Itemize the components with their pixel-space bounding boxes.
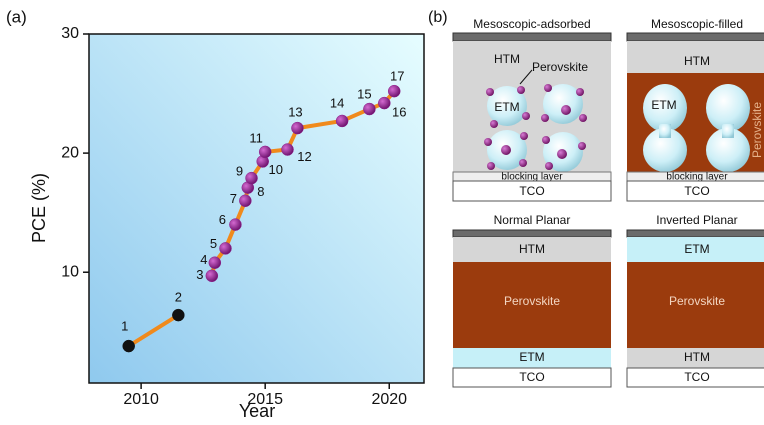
point-label: 12: [297, 149, 311, 164]
data-point: [123, 340, 135, 352]
point-label: 2: [175, 290, 182, 305]
panel-label: (a): [6, 7, 27, 26]
layer-label: Perovskite: [669, 294, 725, 308]
layer-label: ETM: [684, 242, 709, 256]
layer-label: HTM: [494, 52, 520, 66]
point-label: 17: [390, 69, 404, 84]
layer-label: TCO: [684, 370, 709, 384]
data-point: [282, 144, 294, 156]
x-tick-label: 2010: [123, 391, 159, 408]
data-point: [239, 195, 251, 207]
panel-title: Normal Planar: [494, 213, 571, 227]
data-point: [219, 242, 231, 254]
panel-title: Mesoscopic-adsorbed: [473, 17, 590, 31]
figure: (a) Year PCE (%) (b) Mesoscopic-adsorbed…: [0, 0, 764, 425]
layer-label: HTM: [519, 242, 545, 256]
layer-label: ETM: [519, 350, 544, 364]
point-label: 4: [200, 252, 207, 267]
y-tick-label: 10: [61, 263, 79, 280]
point-label: 5: [210, 236, 217, 251]
layer-label: TCO: [519, 184, 544, 198]
y-axis-label: PCE (%): [29, 173, 49, 243]
point-label: 3: [196, 267, 203, 282]
data-point: [378, 97, 390, 109]
data-point: [206, 270, 218, 282]
layer-label: Perovskite: [532, 60, 588, 74]
point-label: 15: [357, 86, 371, 101]
point-label: 10: [268, 162, 282, 177]
panel-title: Mesoscopic-filled: [651, 17, 743, 31]
data-point: [209, 257, 221, 269]
data-point: [291, 122, 303, 134]
point-label: 6: [219, 212, 226, 227]
point-label: 11: [249, 130, 263, 145]
electrode: [627, 33, 764, 41]
layer-label: Perovskite: [504, 294, 560, 308]
layer-label: TCO: [684, 184, 709, 198]
plot-area: [89, 34, 424, 383]
data-point: [388, 85, 400, 97]
point-label: 8: [257, 184, 264, 199]
panel-b: (b) Mesoscopic-adsorbed HTM Perovskite E…: [428, 9, 764, 387]
x-tick-label: 2020: [371, 391, 407, 408]
electrode: [453, 230, 611, 237]
point-label: 14: [330, 95, 344, 110]
y-tick-label: 30: [61, 25, 79, 42]
panel-title: Inverted Planar: [656, 213, 737, 227]
point-label: 16: [392, 105, 406, 120]
x-tick-label: 2015: [247, 391, 283, 408]
layer-label: ETM: [651, 98, 676, 112]
layer-label: HTM: [684, 54, 710, 68]
electrode: [453, 33, 611, 41]
layer-label: HTM: [684, 350, 710, 364]
point-label: 7: [230, 191, 237, 206]
y-tick-label: 20: [61, 144, 79, 161]
data-point: [172, 309, 184, 321]
data-point: [229, 219, 241, 231]
panel-label: (b): [428, 9, 448, 26]
layer-label: Perovskite: [750, 102, 764, 158]
layer-label: ETM: [494, 100, 519, 114]
data-point: [363, 103, 375, 115]
point-label: 1: [121, 319, 128, 334]
electrode: [627, 230, 764, 237]
layer-label: TCO: [519, 370, 544, 384]
point-label: 9: [236, 164, 243, 179]
data-point: [336, 115, 348, 127]
data-point: [246, 172, 258, 184]
point-label: 13: [288, 105, 302, 120]
data-point: [259, 146, 271, 158]
